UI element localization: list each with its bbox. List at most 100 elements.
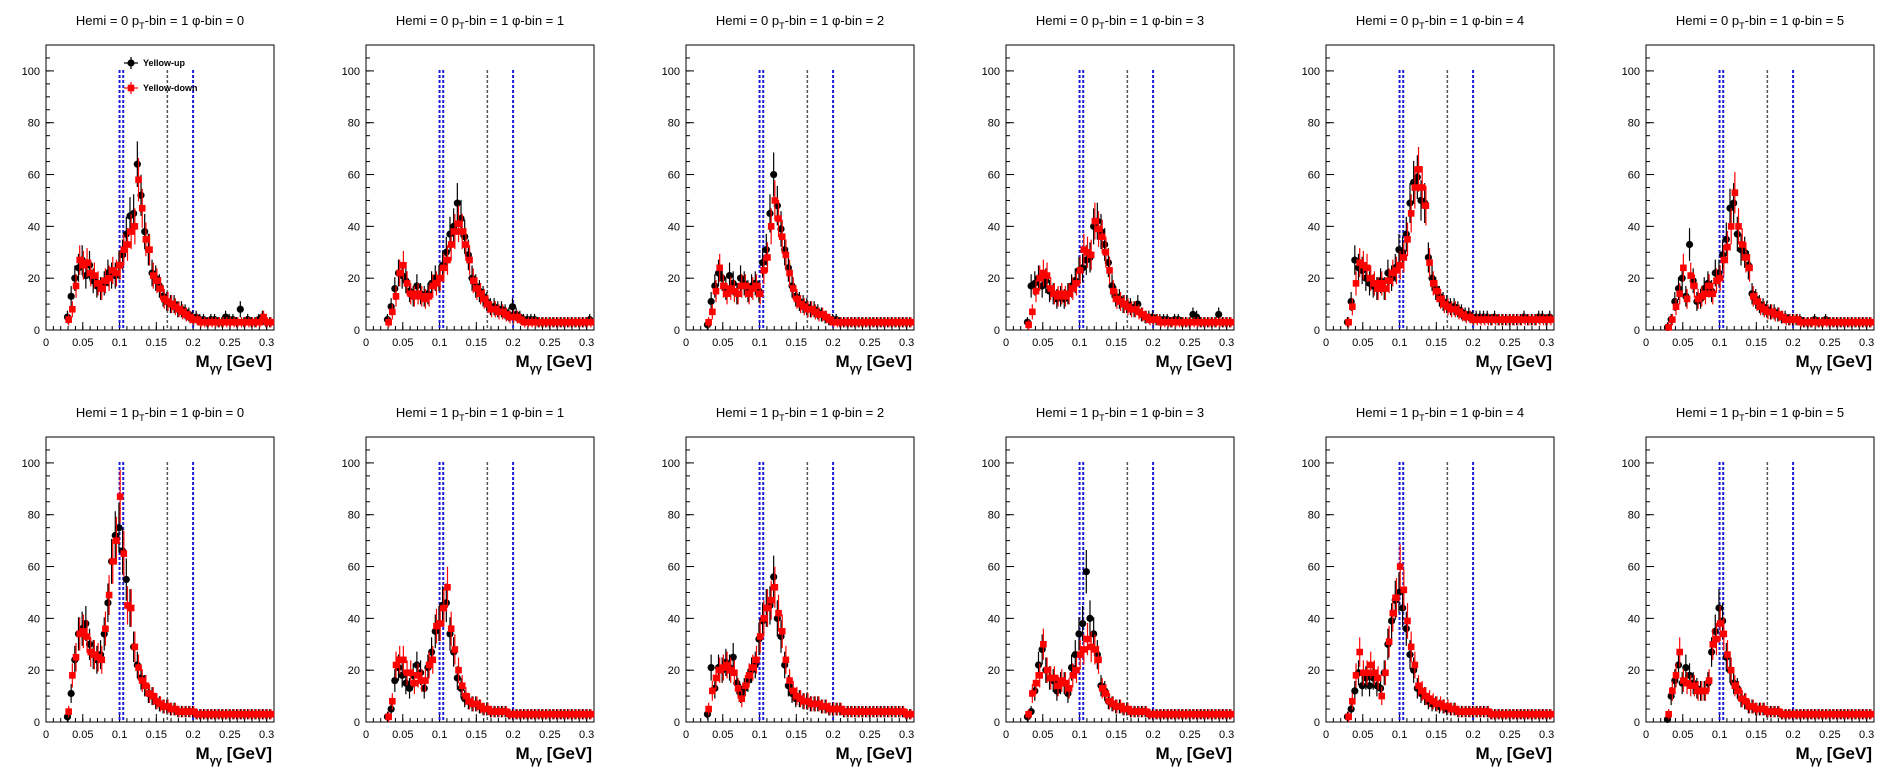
y-tick-label: 100 xyxy=(982,66,1000,78)
data-point xyxy=(1463,313,1470,321)
x-tick-label: 0.15 xyxy=(786,729,807,741)
data-point xyxy=(69,672,76,679)
data-point xyxy=(804,305,812,313)
data-point xyxy=(1176,318,1183,326)
data-point xyxy=(263,710,271,718)
data-point xyxy=(786,677,793,684)
data-point xyxy=(1485,708,1492,715)
data-point xyxy=(1220,318,1227,326)
data-point xyxy=(834,318,841,326)
y-tick-label: 20 xyxy=(988,273,1000,285)
data-point xyxy=(495,308,503,316)
x-axis-title: Mγγ [GeV] xyxy=(1156,744,1232,767)
x-tick-label: 0.2 xyxy=(1145,337,1160,349)
data-point xyxy=(521,710,529,718)
data-point xyxy=(1209,710,1216,718)
data-point xyxy=(179,708,186,715)
data-point xyxy=(1463,708,1470,715)
x-tick-label: 0.2 xyxy=(505,729,520,741)
data-point xyxy=(731,669,738,677)
data-point xyxy=(1481,708,1489,715)
data-point xyxy=(1536,316,1544,323)
y-tick-label: 0 xyxy=(354,325,360,337)
data-point xyxy=(175,708,183,715)
data-point xyxy=(514,313,521,321)
data-point xyxy=(1371,280,1378,287)
data-point xyxy=(1525,316,1533,323)
data-point xyxy=(396,656,403,664)
data-point xyxy=(1540,316,1547,323)
data-point xyxy=(1547,316,1555,323)
data-point xyxy=(164,298,172,305)
data-point xyxy=(1406,199,1414,207)
x-tick-label: 0.1 xyxy=(432,729,447,741)
data-point xyxy=(830,318,837,326)
data-point xyxy=(131,223,139,230)
data-point xyxy=(554,710,562,718)
data-point xyxy=(1102,690,1110,697)
data-point xyxy=(834,705,841,713)
data-point xyxy=(1029,690,1036,697)
data-point xyxy=(1212,710,1220,718)
data-point xyxy=(1378,692,1386,700)
data-point xyxy=(907,710,915,718)
x-tick-label: 0.15 xyxy=(1746,337,1767,349)
data-point xyxy=(543,318,551,326)
data-point xyxy=(1187,710,1194,718)
data-point xyxy=(1422,202,1430,209)
data-point xyxy=(528,318,536,326)
data-point xyxy=(1540,710,1547,718)
x-tick-label: 0 xyxy=(1003,729,1009,741)
data-point xyxy=(1352,672,1360,679)
data-point xyxy=(841,708,849,715)
data-point xyxy=(1091,646,1099,653)
data-point xyxy=(1349,303,1356,310)
data-point xyxy=(580,318,587,326)
y-tick-label: 100 xyxy=(662,66,680,78)
x-tick-label: 0.3 xyxy=(579,337,594,349)
data-point xyxy=(1404,236,1411,243)
data-point xyxy=(1124,303,1132,310)
series-yellow-up xyxy=(703,555,914,720)
data-point xyxy=(1365,682,1374,690)
data-point xyxy=(455,220,462,228)
x-tick-label: 0.2 xyxy=(1145,729,1160,741)
x-tick-label: 0.3 xyxy=(1219,337,1234,349)
data-point xyxy=(1161,710,1169,718)
data-point xyxy=(1098,233,1106,241)
data-point xyxy=(756,290,764,298)
data-point xyxy=(892,708,900,715)
data-point xyxy=(190,316,197,323)
data-point xyxy=(1521,710,1529,718)
data-point xyxy=(762,246,770,254)
data-point xyxy=(1685,240,1694,249)
x-tick-label: 0.1 xyxy=(112,729,127,741)
data-point xyxy=(418,293,426,300)
data-point xyxy=(729,653,737,661)
data-point xyxy=(91,651,98,658)
data-point xyxy=(400,656,407,664)
data-point xyxy=(473,700,481,708)
data-point xyxy=(1143,313,1150,321)
data-point xyxy=(889,318,896,326)
x-axis-title: Mγγ [GeV] xyxy=(516,744,592,767)
panel-9: Hemi = 1 pT-bin = 1 φ-bin = 3 0 0.05 0.1 0.1… xyxy=(982,405,1235,767)
data-point xyxy=(1382,669,1389,677)
data-point xyxy=(385,713,392,721)
data-point xyxy=(451,646,459,653)
data-point xyxy=(782,656,790,664)
data-point xyxy=(536,318,543,326)
data-point xyxy=(1805,318,1812,326)
x-tick-label: 0 xyxy=(43,729,49,741)
x-axis-title: Mγγ [GeV] xyxy=(196,352,272,375)
data-point xyxy=(734,685,742,692)
data-point xyxy=(1492,316,1500,323)
data-point xyxy=(83,633,91,640)
data-point xyxy=(403,669,411,677)
data-point xyxy=(1179,710,1187,718)
data-point xyxy=(208,710,216,718)
x-tick-label: 0.2 xyxy=(1465,337,1480,349)
data-point xyxy=(389,308,396,316)
data-point xyxy=(447,625,455,633)
data-point xyxy=(396,269,403,277)
